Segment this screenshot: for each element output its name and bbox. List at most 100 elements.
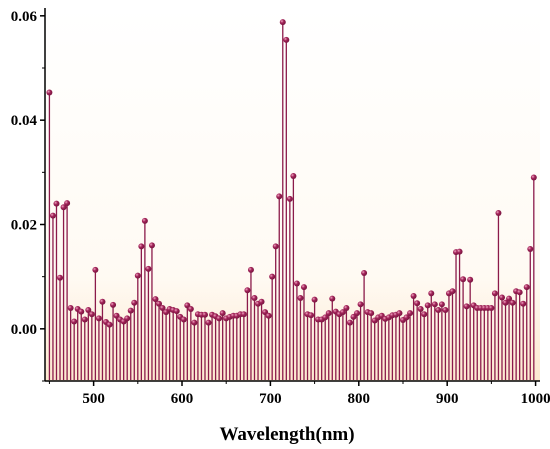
stem-marker <box>449 288 456 295</box>
stem-marker <box>244 287 251 294</box>
x-tick-label: 1000 <box>521 391 550 407</box>
stem-marker <box>134 272 141 279</box>
stem-marker <box>205 319 212 326</box>
stem-marker <box>431 301 438 308</box>
stem-marker <box>64 200 71 207</box>
stem-marker <box>346 319 353 326</box>
stem-marker <box>187 306 194 313</box>
stem-marker <box>99 298 106 305</box>
y-tick-label: 0.02 <box>11 217 37 233</box>
stem-marker <box>343 304 350 311</box>
x-axis-ticks: 500 600 700 800 900 1000 <box>48 381 550 407</box>
stem-marker <box>53 200 60 207</box>
stem-marker <box>300 284 307 291</box>
stem-marker <box>509 299 516 306</box>
x-tick-label: 700 <box>259 391 282 407</box>
stem-marker <box>488 304 495 311</box>
stem-marker <box>92 266 99 273</box>
stem-marker <box>424 302 431 309</box>
stem-marker <box>410 292 417 299</box>
stem-marker <box>520 300 527 307</box>
stem-marker <box>502 299 509 306</box>
stem-marker <box>279 19 286 26</box>
stem-marker <box>201 311 208 318</box>
stem-marker <box>463 303 470 310</box>
stem-marker <box>414 300 421 307</box>
stem-marker <box>240 311 247 318</box>
stem-marker <box>339 309 346 316</box>
stem-marker <box>456 248 463 255</box>
stem-marker <box>290 172 297 179</box>
stem-marker <box>438 301 445 308</box>
stem-marker <box>308 312 315 319</box>
axes <box>44 8 540 382</box>
stem-marker <box>95 315 102 322</box>
stem-marker <box>148 242 155 249</box>
stem-marker <box>322 314 329 321</box>
stem-marker <box>460 276 467 283</box>
stem-marker <box>527 246 534 253</box>
stem-marker <box>156 300 163 307</box>
stem-marker <box>530 174 537 181</box>
stem-marker <box>258 298 265 305</box>
stem-marker <box>297 295 304 302</box>
stem-marker <box>173 308 180 315</box>
y-tick-label: 0.00 <box>11 322 37 338</box>
stem-marker <box>269 273 276 280</box>
stem-marker <box>368 310 375 317</box>
stem-marker <box>159 304 166 311</box>
x-tick-label: 600 <box>171 391 194 407</box>
stem-marker <box>498 294 505 301</box>
stem-marker <box>276 193 283 200</box>
stem-marker <box>506 295 513 302</box>
stem-marker <box>247 266 254 273</box>
stem-marker <box>265 312 272 319</box>
y-axis-ticks: 0.00 0.02 0.04 0.06 <box>11 9 45 382</box>
stem-marker <box>110 301 117 308</box>
stem-marker <box>127 307 134 314</box>
y-tick-label: 0.04 <box>11 113 38 129</box>
stem-marker <box>325 310 332 317</box>
stem-marker <box>81 316 88 323</box>
stem-marker <box>67 304 74 311</box>
stem-marker <box>216 315 223 322</box>
stem-marker <box>152 296 159 303</box>
stem-marker <box>421 311 428 318</box>
stem-marker <box>106 321 113 328</box>
stem-marker <box>78 308 85 315</box>
stem-marker <box>293 280 300 287</box>
stem-marker <box>491 290 498 297</box>
stem-marker <box>145 265 152 272</box>
plot-background <box>45 8 540 381</box>
stem-marker <box>286 195 293 202</box>
stem-marker <box>88 311 95 318</box>
stem-marker <box>523 284 530 291</box>
stem-marker <box>141 217 148 224</box>
stem-marker <box>442 307 449 314</box>
x-axis-title: Wavelength(nm) <box>219 424 354 445</box>
stem-marker <box>191 319 198 326</box>
stem-marker <box>85 307 92 314</box>
stem-marker <box>46 89 53 96</box>
stem-marker <box>283 36 290 43</box>
x-tick-label: 500 <box>82 391 105 407</box>
stem-marker <box>311 296 318 303</box>
stem-marker <box>516 289 523 296</box>
stem-marker <box>138 243 145 250</box>
stem-marker <box>407 310 414 317</box>
y-tick-label: 0.06 <box>11 9 38 25</box>
stem-marker <box>361 270 368 277</box>
stem-marker <box>71 318 78 325</box>
stem-marker <box>428 290 435 297</box>
stem-series <box>46 19 537 380</box>
stem-marker <box>329 295 336 302</box>
stem-marker <box>124 315 131 322</box>
stem-marker <box>131 299 138 306</box>
stem-marker <box>435 307 442 314</box>
stem-marker <box>354 310 361 317</box>
stem-marker <box>272 243 279 250</box>
stem-marker <box>219 310 226 317</box>
x-tick-label: 800 <box>348 391 371 407</box>
stem-marker <box>60 204 67 211</box>
